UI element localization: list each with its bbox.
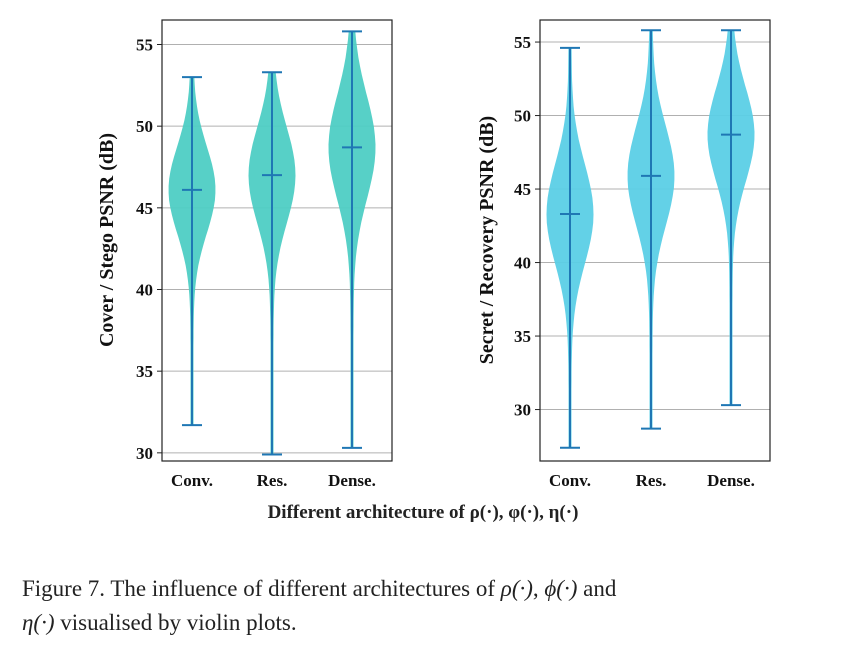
plot-frame — [539, 19, 771, 462]
caption-eta: η(·) — [22, 610, 55, 635]
y-tick-label: 35 — [514, 327, 531, 346]
chart-secret-recovery: 30 35 40 45 50 55 Conv. Res. Dense. Secret / Reco… — [476, 19, 771, 490]
chart-cover-stego: 30 35 40 45 50 55 Conv. Res. Dense. Cover / Stego… — [96, 19, 393, 490]
caption-sep-2: and — [577, 576, 617, 601]
y-axis-label: Cover / Stego PSNR (dB) — [96, 133, 118, 347]
figure: 30 35 40 45 50 55 Conv. Res. Dense. Cover / Stego… — [96, 19, 771, 523]
x-tick-label: Conv. — [171, 471, 213, 490]
y-axis-label: Secret / Recovery PSNR (dB) — [476, 116, 498, 364]
x-tick-label: Res. — [257, 471, 288, 490]
y-tick-label: 45 — [136, 199, 153, 218]
y-tick-label: 40 — [514, 254, 531, 273]
x-tick-label: Res. — [636, 471, 667, 490]
figure-caption: Figure 7. The influence of different arc… — [22, 572, 842, 640]
caption-phi: ϕ(·) — [544, 576, 578, 601]
x-tick-label: Conv. — [549, 471, 591, 490]
plot-frame — [161, 19, 393, 462]
y-tick-label: 45 — [514, 180, 531, 199]
y-tick-label: 35 — [136, 362, 153, 381]
y-tick-label: 50 — [136, 117, 153, 136]
y-tick-label: 55 — [514, 33, 531, 52]
y-tick-label: 30 — [514, 401, 531, 420]
caption-text-start: Figure 7. The influence of different arc… — [22, 576, 501, 601]
caption-sep-1: , — [532, 576, 545, 601]
caption-text-end: visualised by violin plots. — [54, 610, 297, 635]
y-tick-label: 40 — [136, 281, 153, 300]
shared-x-axis-label: Different architecture of ρ(·), φ(·), η(… — [268, 502, 579, 523]
y-tick-label: 30 — [136, 444, 153, 463]
y-tick-label: 50 — [514, 107, 531, 126]
caption-rho: ρ(·) — [500, 576, 533, 601]
x-tick-label: Dense. — [328, 471, 376, 490]
y-tick-label: 55 — [136, 36, 153, 55]
x-tick-label: Dense. — [707, 471, 755, 490]
